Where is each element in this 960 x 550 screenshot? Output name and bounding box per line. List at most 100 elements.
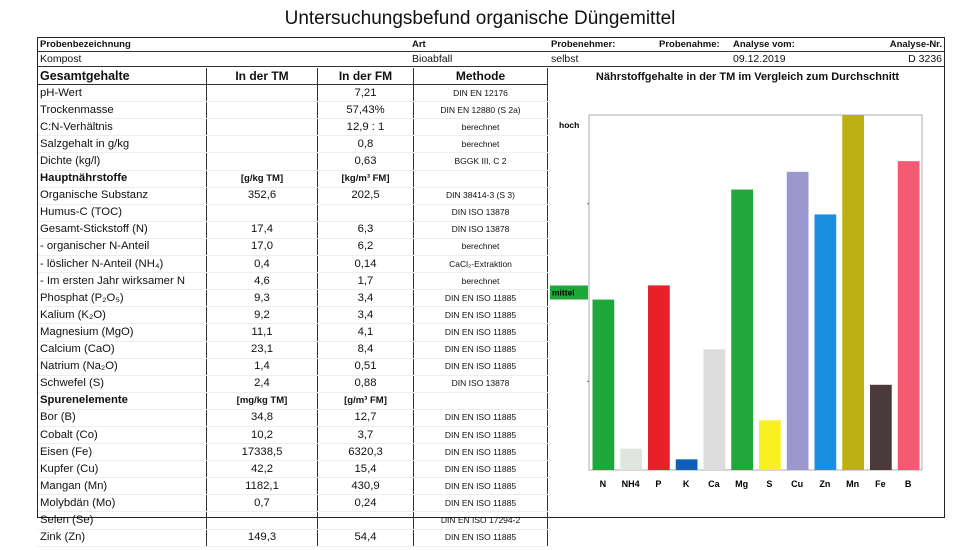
tm-value: 4,6 bbox=[206, 272, 318, 291]
fm-value: 12,7 bbox=[317, 409, 414, 427]
row-label: C:N-Verhältnis bbox=[38, 118, 207, 137]
analyse-vom-label: Analyse vom: bbox=[733, 39, 795, 50]
bar-mn bbox=[842, 115, 864, 470]
column-header: In der FM bbox=[317, 68, 414, 86]
row-label: Humus-C (TOC) bbox=[38, 204, 207, 222]
analyse-date: 09.12.2019 bbox=[733, 53, 786, 65]
table-row: Natrium (Na₂O) 1,4 0,51 DIN EN ISO 11885 bbox=[38, 358, 548, 376]
table-row: Magnesium (MgO) 11,1 4,1 DIN EN ISO 11885 bbox=[38, 323, 548, 342]
method: berechnet bbox=[413, 238, 548, 257]
table-row: Kupfer (Cu) 42,2 15,4 DIN EN ISO 11885 bbox=[38, 460, 548, 479]
table-row: Schwefel (S) 2,4 0,88 DIN ISO 13878 bbox=[38, 375, 548, 393]
method bbox=[413, 170, 548, 188]
results-table: Gesamtgehalte In der TM In der FM Method… bbox=[38, 68, 548, 547]
bar-n bbox=[592, 299, 615, 470]
fm-value: 0,8 bbox=[317, 135, 414, 154]
fm-value: 54,4 bbox=[317, 529, 414, 547]
tm-value: 17,0 bbox=[206, 238, 318, 257]
analyse-nr-label: Analyse-Nr. bbox=[889, 39, 942, 50]
row-label: Salzgehalt in g/kg bbox=[38, 135, 207, 154]
probenehmer-label: Probenehmer: bbox=[551, 39, 616, 50]
table-row: C:N-Verhältnis 12,9 : 1 berechnet bbox=[38, 118, 548, 137]
tm-value: 9,3 bbox=[206, 289, 318, 308]
tm-value: 2,4 bbox=[206, 375, 318, 393]
bar-nh4 bbox=[620, 448, 642, 470]
fm-value: 57,43% bbox=[317, 101, 414, 120]
fm-value: 8,4 bbox=[317, 341, 414, 359]
tm-value bbox=[206, 152, 318, 171]
row-label: Phosphat (P₂O₅) bbox=[38, 289, 207, 308]
fm-value: 12,9 : 1 bbox=[317, 118, 414, 137]
table-row: Bor (B) 34,8 12,7 DIN EN ISO 11885 bbox=[38, 409, 548, 427]
tm-value: 42,2 bbox=[206, 460, 318, 479]
table-row: Mangan (Mn) 1182,1 430,9 DIN EN ISO 11885 bbox=[38, 477, 548, 496]
fm-value: 430,9 bbox=[317, 477, 414, 496]
bar-fe bbox=[870, 384, 892, 470]
row-label: Molybdän (Mo) bbox=[38, 494, 207, 513]
table-row: - Im ersten Jahr wirksamer N 4,6 1,7 berech… bbox=[38, 272, 548, 291]
method: berechnet bbox=[413, 272, 548, 291]
row-label: - löslicher N-Anteil (NH₄) bbox=[38, 255, 207, 274]
method: DIN EN ISO 17294-2 bbox=[413, 511, 548, 530]
x-tick-label: S bbox=[766, 479, 772, 489]
tm-value bbox=[206, 84, 318, 103]
table-row: Dichte (kg/l) 0,63 BGGK III, C 2 bbox=[38, 152, 548, 171]
tm-value: 17,4 bbox=[206, 221, 318, 239]
fm-value: 6,3 bbox=[317, 221, 414, 239]
row-label: Cobalt (Co) bbox=[38, 426, 207, 445]
level-label-mittel: mittel bbox=[552, 288, 575, 298]
method bbox=[413, 392, 548, 410]
tm-value: 11,1 bbox=[206, 323, 318, 342]
bar-s bbox=[759, 420, 781, 470]
tm-value: 9,2 bbox=[206, 306, 318, 325]
fm-value: 4,1 bbox=[317, 323, 414, 342]
x-tick-label: Fe bbox=[875, 479, 886, 489]
tm-value: 34,8 bbox=[206, 409, 318, 427]
row-label: Mangan (Mn) bbox=[38, 477, 207, 496]
x-tick-label: NH4 bbox=[622, 479, 640, 489]
tm-value bbox=[206, 511, 318, 530]
tm-value: 1,4 bbox=[206, 358, 318, 376]
bar-cu bbox=[786, 171, 809, 471]
fm-value: [kg/m³ FM] bbox=[317, 170, 414, 188]
method: DIN EN ISO 11885 bbox=[413, 477, 548, 496]
tm-value bbox=[206, 135, 318, 154]
column-header: In der TM bbox=[206, 68, 318, 86]
method: DIN EN ISO 11885 bbox=[413, 289, 548, 308]
method: BGGK III, C 2 bbox=[413, 152, 548, 171]
column-header: Gesamtgehalte bbox=[38, 68, 207, 86]
fm-value: [g/m³ FM] bbox=[317, 392, 414, 410]
fm-value: 0,63 bbox=[317, 152, 414, 171]
table-row: Zink (Zn) 149,3 54,4 DIN EN ISO 11885 bbox=[38, 529, 548, 547]
x-tick-label: Zn bbox=[819, 479, 830, 489]
table-row: Molybdän (Mo) 0,7 0,24 DIN EN ISO 11885 bbox=[38, 494, 548, 513]
tm-value: 149,3 bbox=[206, 529, 318, 547]
tm-value bbox=[206, 118, 318, 137]
table-row: - organischer N-Anteil 17,0 6,2 berechnet bbox=[38, 238, 548, 257]
tm-value: 352,6 bbox=[206, 187, 318, 205]
x-tick-label: B bbox=[905, 479, 912, 489]
section-header-row: Spurenelemente [mg/kg TM] [g/m³ FM] bbox=[38, 392, 548, 410]
row-label: Spurenelemente bbox=[38, 392, 207, 410]
row-label: Calcium (CaO) bbox=[38, 341, 207, 359]
method: DIN EN ISO 11885 bbox=[413, 409, 548, 427]
probenbezeichnung-label: Probenbezeichnung bbox=[40, 39, 131, 50]
page-title: Untersuchungsbefund organische Düngemitt… bbox=[284, 8, 676, 29]
row-label: Kalium (K₂O) bbox=[38, 306, 207, 325]
row-label: Schwefel (S) bbox=[38, 375, 207, 393]
bar-p bbox=[648, 285, 670, 470]
row-label: Organische Substanz bbox=[38, 187, 207, 205]
table-row: Phosphat (P₂O₅) 9,3 3,4 DIN EN ISO 11885 bbox=[38, 289, 548, 308]
fm-value: 3,7 bbox=[317, 426, 414, 445]
tm-value bbox=[206, 101, 318, 120]
fm-value: 3,4 bbox=[317, 306, 414, 325]
tm-value: [mg/kg TM] bbox=[206, 392, 318, 410]
method: DIN EN ISO 11885 bbox=[413, 323, 548, 342]
analyse-number: D 3236 bbox=[908, 53, 942, 65]
x-tick-label: Cu bbox=[791, 479, 803, 489]
row-label: - organischer N-Anteil bbox=[38, 238, 207, 257]
section-header-row: Hauptnährstoffe [g/kg TM] [kg/m³ FM] bbox=[38, 170, 548, 188]
table-row: Gesamt-Stickstoff (N) 17,4 6,3 DIN ISO 1387… bbox=[38, 221, 548, 239]
bar-zn bbox=[814, 214, 837, 470]
